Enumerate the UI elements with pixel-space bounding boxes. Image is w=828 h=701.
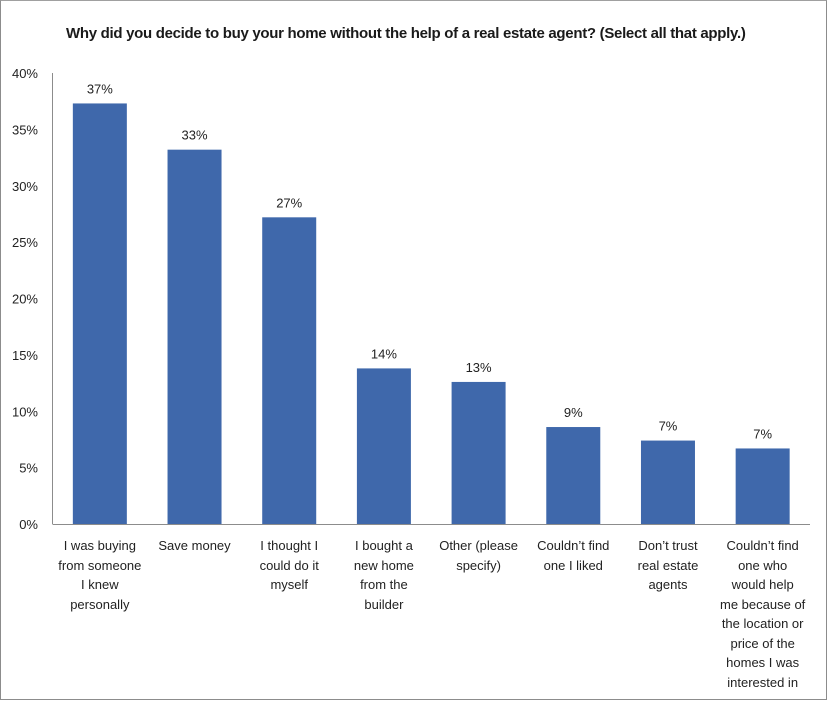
y-tick-label: 35% (12, 122, 38, 137)
x-tick-label: Save money (147, 536, 243, 556)
x-tick-label-line: personally (70, 596, 130, 612)
y-tick-label: 5% (19, 461, 38, 476)
x-tick-label: Don’t trust real estate agents (620, 536, 716, 595)
x-tick-label-line: could do it (259, 557, 319, 573)
x-tick-label-line: price of the (730, 635, 795, 651)
x-tick-label-line: from the (360, 577, 408, 592)
x-tick-label-line: real estate (637, 557, 699, 573)
data-label: 9% (564, 405, 583, 420)
y-tick-label: 25% (12, 235, 38, 250)
x-tick-label-line: one I liked (543, 557, 603, 573)
x-tick-label-line: Couldn’t find (537, 538, 610, 553)
bar (262, 217, 317, 524)
x-tick-label-line: specify) (456, 557, 501, 573)
x-tick-label-line: builder (364, 596, 404, 612)
y-tick-label: 30% (12, 179, 38, 194)
bar (735, 448, 790, 524)
y-tick-label: 15% (12, 348, 38, 363)
y-tick-label: 0% (19, 517, 38, 532)
bars (72, 103, 790, 525)
x-tick-label-line: I thought I (260, 538, 319, 553)
x-tick-label-line: I bought a (354, 538, 413, 553)
data-label: 7% (753, 426, 772, 441)
x-tick-label: Other (please specify) (431, 536, 527, 575)
y-axis-ticks: 0% 5% 10% 15% 20% 25% 30% 35% 40% (12, 66, 38, 532)
x-tick-label: I was buying from someone I knew personally (52, 536, 148, 614)
y-tick-label: 10% (12, 404, 38, 419)
data-label: 33% (182, 128, 208, 143)
x-tick-label-line: the location or (721, 616, 804, 631)
y-tick-label: 20% (12, 292, 38, 307)
x-tick-label-line: from someone (58, 557, 142, 573)
x-tick-label-line: Couldn’t find (726, 538, 799, 553)
x-tick-label-line: new home (353, 557, 414, 573)
x-tick-label-line: one who (738, 557, 788, 573)
x-tick-label: I thought I could do it myself (241, 536, 337, 595)
x-tick-label-line: Save money (158, 538, 231, 553)
data-label: 7% (659, 419, 678, 434)
x-tick-label-line: I was buying (63, 538, 136, 553)
data-label: 27% (276, 195, 302, 210)
bar (356, 368, 411, 524)
x-tick-label-line: would help (731, 577, 794, 592)
x-tick-label-line: agents (648, 577, 688, 592)
y-tick-label: 40% (12, 66, 38, 81)
chart-title: Why did you decide to buy your home with… (66, 25, 746, 42)
x-tick-label-line: Don’t trust (638, 538, 698, 553)
bar (546, 427, 601, 524)
bar (167, 149, 222, 525)
x-tick-label: I bought a new home from the builder (336, 536, 432, 614)
x-tick-label-line: me because of (720, 596, 806, 612)
x-tick-label-line: homes I was (726, 655, 800, 670)
x-tick-label-line: I knew (81, 577, 119, 592)
bar (640, 440, 695, 524)
x-tick-label-line: myself (270, 577, 308, 592)
data-labels: 37% 33% 27% 14% 13% 9% 7% 7% (87, 81, 773, 441)
data-label: 14% (371, 346, 397, 361)
x-tick-label: Couldn’t find one who would help me because… (715, 536, 811, 692)
bar (451, 381, 506, 524)
data-label: 37% (87, 81, 113, 96)
data-label: 13% (466, 360, 492, 375)
x-tick-label: Couldn’t find one I liked (525, 536, 621, 575)
x-tick-label-line: interested in (727, 674, 799, 690)
bar (72, 103, 127, 524)
x-tick-label-line: Other (please (439, 538, 518, 553)
